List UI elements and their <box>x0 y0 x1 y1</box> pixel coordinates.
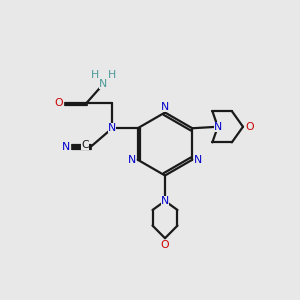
Text: O: O <box>54 98 63 108</box>
Text: O: O <box>245 122 254 132</box>
Text: N: N <box>108 123 116 133</box>
Text: C: C <box>81 140 89 150</box>
Text: N: N <box>161 196 169 206</box>
Text: N: N <box>194 155 202 165</box>
Text: O: O <box>161 240 169 250</box>
Text: N: N <box>214 122 222 132</box>
Text: N: N <box>62 142 70 152</box>
Text: N: N <box>128 155 136 165</box>
Text: H: H <box>91 70 99 80</box>
Text: N: N <box>161 102 169 112</box>
Text: H: H <box>107 70 116 80</box>
Text: N: N <box>99 79 107 89</box>
